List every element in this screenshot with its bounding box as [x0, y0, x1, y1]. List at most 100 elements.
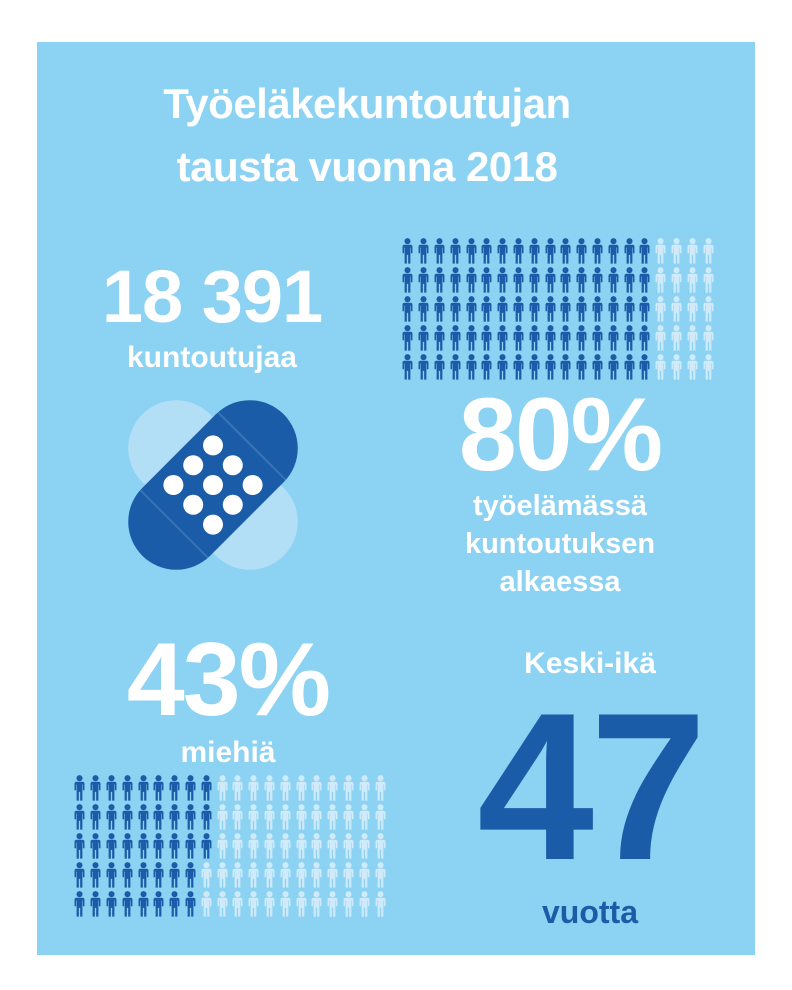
person-icon-filled	[624, 238, 635, 264]
infographic-panel: Työeläkekuntoutujan tausta vuonna 2018 1…	[37, 42, 755, 955]
person-icon-empty	[311, 862, 322, 888]
person-icon-empty	[311, 775, 322, 801]
person-icon-empty	[311, 891, 322, 917]
person-icon-empty	[217, 833, 228, 859]
bandaid-dot	[159, 470, 188, 500]
person-icon-filled	[185, 775, 196, 801]
person-icon-filled	[402, 354, 413, 380]
person-icon-filled	[513, 325, 524, 351]
person-icon-filled	[122, 862, 133, 888]
person-icon-filled	[466, 267, 477, 293]
person-icon-filled	[639, 325, 650, 351]
working-life-label-line3: alkaessa	[499, 566, 621, 598]
person-icon-filled	[74, 775, 85, 801]
person-icon-empty	[343, 775, 354, 801]
rehabilitees-label: kuntoutujaa	[127, 341, 297, 374]
person-icon-filled	[402, 296, 413, 322]
person-icon-empty	[687, 238, 698, 264]
person-icon-filled	[418, 325, 429, 351]
person-icon-filled	[201, 775, 212, 801]
bandaid-dot	[179, 451, 208, 480]
bandaid-strip-dark	[108, 380, 318, 590]
person-icon-empty	[703, 354, 714, 380]
person-icon-empty	[671, 325, 682, 351]
person-icon-empty	[217, 891, 228, 917]
person-icon-empty	[248, 833, 259, 859]
person-icon-filled	[639, 296, 650, 322]
person-icon-filled	[624, 267, 635, 293]
person-icon-filled	[434, 354, 445, 380]
person-icon-filled	[153, 862, 164, 888]
person-icon-filled	[74, 804, 85, 830]
average-age-value: 47	[477, 669, 707, 904]
person-icon-filled	[466, 325, 477, 351]
person-icon-filled	[106, 804, 117, 830]
person-icon-empty	[248, 891, 259, 917]
person-icon-empty	[232, 891, 243, 917]
person-icon-filled	[434, 267, 445, 293]
person-icon-empty	[232, 833, 243, 859]
person-icon-empty	[359, 891, 370, 917]
person-icon-filled	[106, 833, 117, 859]
person-icon-filled	[122, 891, 133, 917]
person-icon-filled	[138, 833, 149, 859]
person-icon-empty	[232, 804, 243, 830]
person-icon-empty	[703, 238, 714, 264]
person-icon-filled	[74, 862, 85, 888]
person-icon-filled	[434, 238, 445, 264]
person-icon-filled	[418, 354, 429, 380]
person-icon-filled	[497, 238, 508, 264]
person-icon-filled	[434, 296, 445, 322]
person-icon-empty	[296, 891, 307, 917]
person-icon-empty	[703, 267, 714, 293]
bandaid-dot	[218, 490, 247, 519]
person-icon-filled	[481, 296, 492, 322]
person-icon-filled	[450, 296, 461, 322]
person-icon-empty	[671, 296, 682, 322]
person-icon-filled	[169, 775, 180, 801]
person-icon-empty	[327, 775, 338, 801]
person-icon-empty	[687, 325, 698, 351]
person-icon-empty	[687, 354, 698, 380]
person-icon-empty	[201, 862, 212, 888]
person-icon-empty	[375, 833, 386, 859]
average-age-unit: vuotta	[542, 894, 638, 930]
person-icon-filled	[560, 267, 571, 293]
person-icon-filled	[185, 862, 196, 888]
person-icon-empty	[327, 891, 338, 917]
person-icon-empty	[359, 833, 370, 859]
person-icon-filled	[497, 296, 508, 322]
person-icon-filled	[481, 325, 492, 351]
person-icon-filled	[466, 238, 477, 264]
infographic-title: Työeläkekuntoutujan tausta vuonna 2018	[37, 72, 697, 198]
person-icon-filled	[138, 804, 149, 830]
person-icon-filled	[402, 267, 413, 293]
person-icon-empty	[280, 804, 291, 830]
person-icon-empty	[359, 862, 370, 888]
person-icon-filled	[545, 296, 556, 322]
person-icon-filled	[418, 238, 429, 264]
person-icon-filled	[608, 238, 619, 264]
men-percent: 43%	[126, 622, 331, 738]
person-icon-empty	[280, 862, 291, 888]
person-icon-filled	[608, 267, 619, 293]
person-icon-filled	[169, 833, 180, 859]
person-icon-filled	[513, 238, 524, 264]
person-icon-empty	[264, 891, 275, 917]
person-icon-empty	[703, 325, 714, 351]
person-icon-filled	[560, 296, 571, 322]
person-icon-filled	[497, 267, 508, 293]
person-icon-filled	[592, 267, 603, 293]
person-icon-empty	[264, 804, 275, 830]
bandaid-dot	[238, 470, 267, 500]
person-icon-empty	[296, 775, 307, 801]
person-icon-filled	[545, 325, 556, 351]
person-icon-empty	[343, 862, 354, 888]
person-icon-filled	[418, 267, 429, 293]
person-icon-filled	[466, 296, 477, 322]
person-icon-filled	[153, 775, 164, 801]
men-label: miehiä	[180, 736, 276, 769]
person-icon-filled	[74, 833, 85, 859]
person-icon-filled	[497, 325, 508, 351]
person-icon-filled	[576, 267, 587, 293]
